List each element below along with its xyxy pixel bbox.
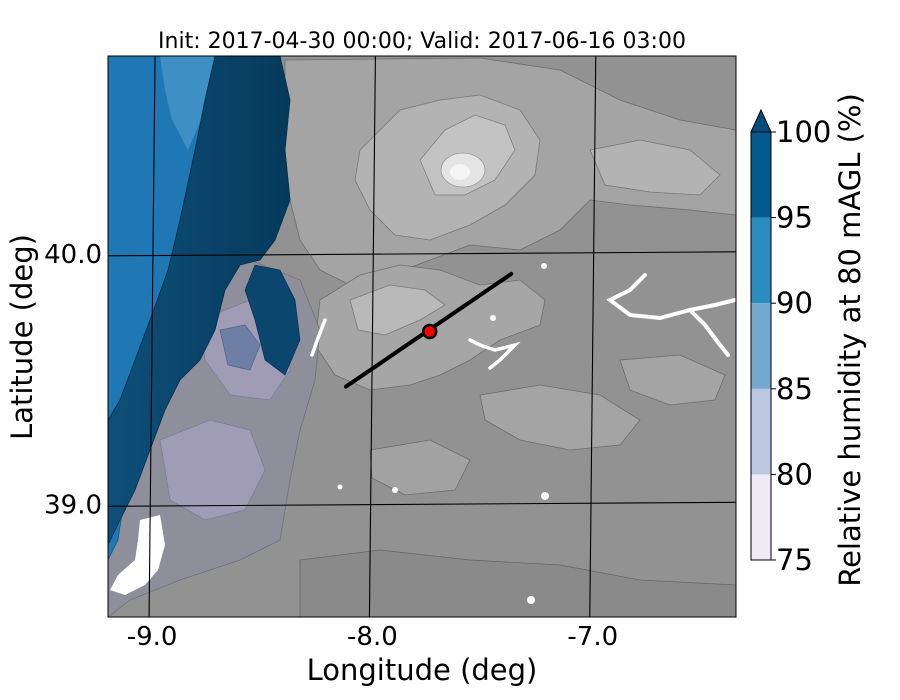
y-tick-labels: 39.0 40.0: [44, 240, 102, 520]
dry-spot-6: [337, 484, 343, 490]
gridline-lon-2: [589, 56, 597, 617]
colorbar-tick-label-2: 85: [776, 372, 813, 406]
location-marker: [421, 323, 438, 340]
gridline-lat-0: [108, 501, 736, 507]
map-frame: [107, 55, 737, 618]
y-tick-label-1: 40.0: [44, 240, 102, 270]
colorbar-segment-4: [751, 132, 771, 218]
x-tick-label-2: -7.0: [567, 622, 618, 652]
x-tick-label-0: -9.0: [127, 622, 178, 652]
colorbar-frame: [750, 131, 772, 561]
x-tick-label-1: -8.0: [347, 622, 398, 652]
terrain-ridge-east: [589, 139, 721, 196]
terrain-south-low: [299, 549, 736, 617]
map-area: [108, 56, 736, 617]
y-axis-label: Latitude (deg): [5, 234, 39, 440]
colorbar-tick-label-4: 95: [776, 201, 813, 235]
mixed-humidity-patch-3: [219, 324, 261, 371]
terrain-south-patch-2: [619, 354, 726, 406]
gridlines: [108, 56, 736, 617]
colorbar-tick-label-3: 90: [776, 286, 813, 320]
dry-spot-1: [490, 315, 496, 321]
terrain-summit: [450, 164, 470, 180]
chart-title: Init: 2017-04-30 00:00; Valid: 2017-06-1…: [158, 29, 686, 54]
mixed-humidity-patch-2: [159, 419, 266, 521]
humid-core-tongue: [244, 264, 301, 376]
dry-river-east: [606, 273, 736, 357]
humid-core: [108, 56, 291, 546]
dry-spot-5: [392, 487, 398, 493]
dry-spot-2: [541, 263, 547, 269]
colorbar-segment-1: [751, 388, 771, 475]
y-tick-label-0: 39.0: [44, 490, 102, 520]
dry-patch-west: [310, 318, 327, 357]
dry-patch-southwest: [110, 515, 165, 595]
gridline-lat-1: [108, 251, 736, 257]
colorbar-segment-0: [751, 474, 771, 560]
colorbar-segment-2: [751, 303, 771, 389]
dry-river-central: [468, 338, 521, 370]
terrain-central-high: [349, 284, 446, 336]
humid-band-light: [160, 56, 215, 150]
colorbar-extend-max: [750, 108, 772, 133]
colorbar-tick-label-1: 80: [776, 457, 813, 491]
x-tick-labels: -9.0 -8.0 -7.0: [127, 622, 618, 652]
dry-spot-3: [541, 492, 549, 500]
colorbar-tick-label-5: 100: [776, 115, 831, 149]
colorbar-segment-3: [751, 217, 771, 304]
x-axis-label: Longitude (deg): [307, 653, 538, 687]
gridline-lon-1: [368, 56, 376, 617]
terrain-south-patch-1: [479, 384, 641, 451]
dry-spot-4: [527, 596, 535, 604]
colorbar-label: Relative humidity at 80 mAGL (%): [833, 93, 867, 587]
colorbar-tick-label-0: 75: [776, 543, 813, 577]
colorbar: 75 80 85 90 95 100: [750, 108, 831, 577]
gridline-lon-0: [148, 56, 156, 617]
terrain-south-patch-3: [369, 439, 471, 496]
